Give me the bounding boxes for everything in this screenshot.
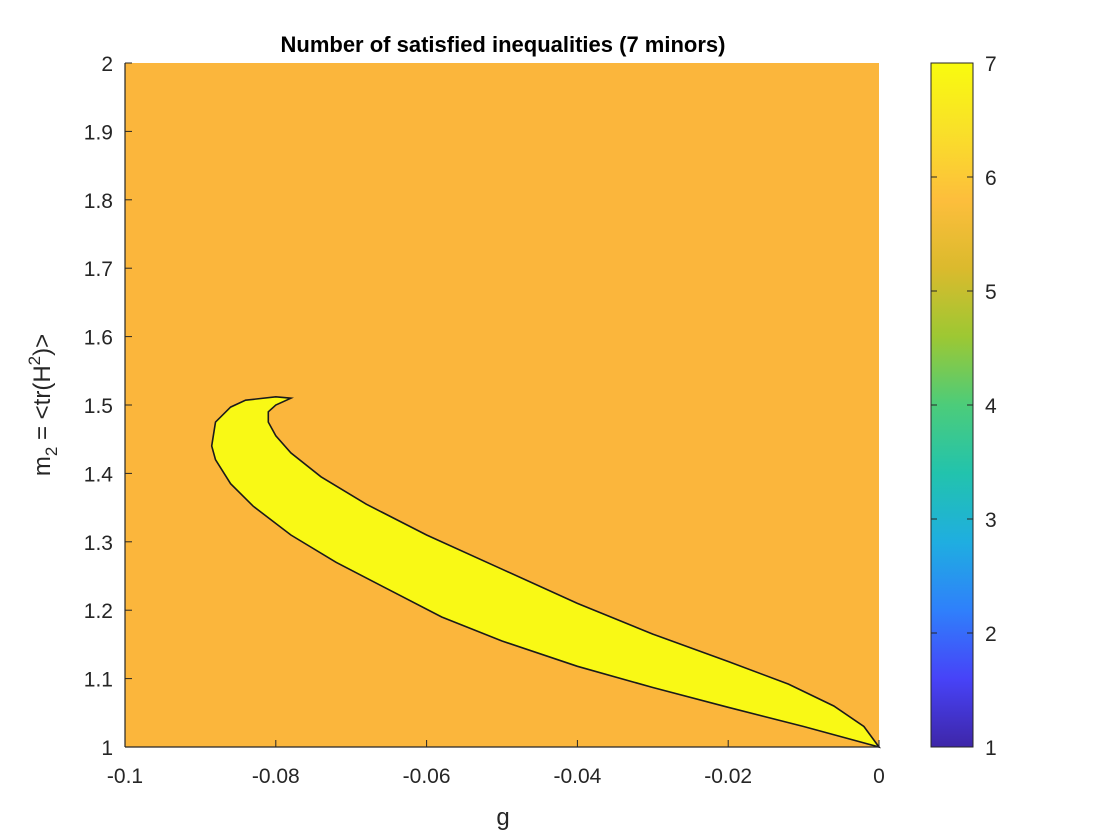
x-axis-ticks: -0.1 -0.08 -0.06 -0.04 -0.02 0 <box>107 740 885 788</box>
x-tick-label: 0 <box>873 765 885 788</box>
colorbar-tick-label: 4 <box>985 395 997 418</box>
y-tick-label: 1.9 <box>84 121 113 144</box>
y-tick-label: 1.8 <box>84 190 113 213</box>
y-tick-label: 2 <box>101 53 113 76</box>
heatmap-region-cell <box>211 396 879 747</box>
x-tick-label: -0.04 <box>553 765 601 788</box>
plot-area <box>124 63 882 749</box>
colorbar-tick-label: 6 <box>985 167 997 190</box>
y-label-m: m <box>29 456 56 476</box>
x-tick-label: -0.02 <box>704 765 752 788</box>
y-tick-label: 1.7 <box>84 258 113 281</box>
y-label-subscript: 2 <box>42 447 61 456</box>
colorbar-scale <box>930 62 974 748</box>
colorbar-tick-label: 2 <box>985 623 997 646</box>
colorbar: 1 2 3 4 5 6 7 <box>930 53 997 760</box>
y-tick-label: 1.4 <box>84 463 114 486</box>
y-label-superscript: 2 <box>25 356 44 365</box>
y-tick-label: 1.5 <box>84 395 113 418</box>
x-tick-label: -0.1 <box>107 765 143 788</box>
y-axis-label: m2 = <tr(H2)> <box>25 334 61 476</box>
y-tick-label: 1.2 <box>84 600 113 623</box>
colorbar-tick-label: 3 <box>985 509 997 532</box>
y-axis-ticks: 1 1.1 1.2 1.3 1.4 1.5 1.6 1.7 1.8 1.9 2 <box>84 53 132 760</box>
x-axis-label: g <box>496 804 509 831</box>
y-tick-label: 1.1 <box>84 669 113 692</box>
y-tick-label: 1.3 <box>84 532 113 555</box>
colorbar-ticks: 1 2 3 4 5 6 7 <box>931 53 997 760</box>
y-tick-label: 1 <box>101 737 113 760</box>
colorbar-tick-label: 1 <box>985 737 997 760</box>
y-tick-label: 1.6 <box>84 327 113 350</box>
chart-title: Number of satisfied inequalities (7 mino… <box>281 32 726 57</box>
x-tick-label: -0.08 <box>252 765 300 788</box>
colorbar-tick-label: 5 <box>985 281 997 304</box>
colorbar-tick-label: 7 <box>985 53 997 76</box>
x-tick-label: -0.06 <box>403 765 451 788</box>
region-contour-line <box>210 395 882 749</box>
y-label-close: )> <box>29 334 56 356</box>
y-label-equation: = <tr(H <box>29 365 56 446</box>
